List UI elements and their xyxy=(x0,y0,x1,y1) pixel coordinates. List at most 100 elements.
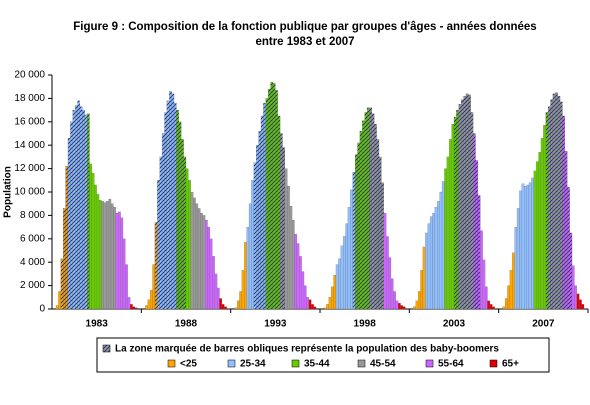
bar xyxy=(263,102,266,310)
bar xyxy=(176,109,179,310)
bar xyxy=(98,200,102,310)
bar xyxy=(482,259,486,310)
bar xyxy=(166,100,170,310)
bar xyxy=(557,95,561,310)
bar xyxy=(270,81,274,310)
legend-label: 45-54 xyxy=(370,359,396,370)
bar xyxy=(63,208,66,310)
x-tick-label: 2007 xyxy=(532,319,555,330)
bar xyxy=(294,234,297,310)
bar xyxy=(280,133,283,310)
bar xyxy=(67,138,71,310)
bar xyxy=(536,161,539,310)
bar xyxy=(470,112,474,310)
x-tick-label: 1988 xyxy=(175,319,198,330)
bar xyxy=(400,305,404,310)
bar xyxy=(441,181,445,310)
bar xyxy=(461,99,464,310)
bar xyxy=(181,139,184,310)
bar xyxy=(439,191,443,310)
bar xyxy=(453,117,457,310)
bar xyxy=(110,203,114,310)
bar xyxy=(569,232,573,310)
bar xyxy=(55,305,59,310)
bar xyxy=(106,201,109,310)
bar xyxy=(296,243,300,310)
bar xyxy=(289,205,293,310)
bar xyxy=(265,98,269,310)
bar xyxy=(538,152,542,310)
bar xyxy=(383,212,387,310)
bar xyxy=(427,223,431,310)
bar xyxy=(193,197,196,310)
bar xyxy=(77,100,81,310)
bar xyxy=(306,297,309,310)
bar xyxy=(480,230,483,310)
legend-swatch xyxy=(167,359,176,368)
bar xyxy=(386,236,389,310)
bar xyxy=(571,265,575,310)
bar xyxy=(268,88,271,310)
bar xyxy=(120,217,124,310)
bar xyxy=(275,90,278,310)
bar xyxy=(413,306,416,310)
legend-label: <25 xyxy=(180,359,197,370)
bar xyxy=(308,299,312,310)
chart-subtitle: entre 1983 et 2007 xyxy=(255,36,354,48)
bar xyxy=(507,285,510,310)
bar xyxy=(164,112,167,310)
bar xyxy=(432,212,435,310)
bar xyxy=(195,203,199,310)
bar xyxy=(79,106,83,310)
bar xyxy=(103,202,107,310)
bar xyxy=(127,297,131,310)
bar xyxy=(122,238,126,310)
bar xyxy=(533,170,537,310)
y-axis-label: Population xyxy=(3,166,14,218)
bar xyxy=(282,147,286,310)
bar xyxy=(161,133,165,310)
bar xyxy=(152,264,156,310)
legend-note: La zone marquée de barres obliques repré… xyxy=(115,344,499,355)
bar xyxy=(241,270,245,310)
bar xyxy=(178,121,182,310)
bar xyxy=(504,298,508,310)
bar xyxy=(214,273,218,310)
bar xyxy=(91,173,95,310)
bar xyxy=(86,113,90,310)
bar xyxy=(369,107,372,310)
bar xyxy=(487,300,490,310)
bar xyxy=(576,293,580,310)
bar xyxy=(449,139,452,310)
bar xyxy=(202,215,206,310)
bar xyxy=(118,211,121,310)
bar xyxy=(130,304,133,310)
legend-swatch xyxy=(227,359,236,368)
bar xyxy=(132,306,136,310)
bar xyxy=(101,201,104,310)
bar xyxy=(246,227,250,310)
bar xyxy=(521,183,525,310)
bar xyxy=(284,168,288,310)
y-tick-label: 8 000 xyxy=(20,210,45,221)
bar xyxy=(287,186,290,310)
bar xyxy=(390,278,394,310)
bar xyxy=(502,306,506,310)
bar xyxy=(340,245,344,310)
bar xyxy=(393,291,396,310)
bar xyxy=(540,138,544,310)
bar xyxy=(564,150,568,310)
bar xyxy=(260,115,264,310)
bar xyxy=(422,246,426,310)
bar xyxy=(323,307,327,310)
bar xyxy=(145,305,148,310)
bar xyxy=(89,163,92,310)
bar xyxy=(434,207,438,310)
bar xyxy=(197,208,201,310)
bar xyxy=(328,297,332,310)
bar xyxy=(108,198,112,310)
bar xyxy=(190,191,194,310)
bar xyxy=(154,222,158,310)
legend-hatch-icon xyxy=(102,344,111,353)
bar xyxy=(378,156,382,310)
